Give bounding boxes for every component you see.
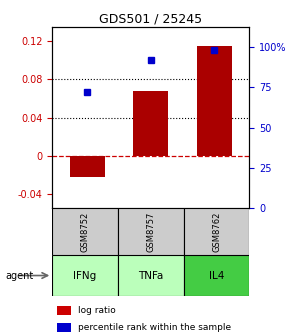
Text: TNFa: TNFa: [138, 270, 164, 281]
Bar: [133, 91, 168, 156]
Text: GSM8757: GSM8757: [146, 212, 155, 252]
Bar: [118, 255, 184, 296]
Title: GDS501 / 25245: GDS501 / 25245: [99, 13, 202, 26]
Bar: [52, 208, 118, 255]
Text: GSM8752: GSM8752: [81, 212, 90, 252]
Text: log ratio: log ratio: [78, 306, 116, 314]
Bar: [184, 208, 249, 255]
Text: IFNg: IFNg: [73, 270, 97, 281]
Bar: [52, 255, 118, 296]
Bar: [184, 255, 249, 296]
Bar: [118, 208, 184, 255]
Bar: [57, 323, 71, 332]
Bar: [57, 306, 71, 314]
Bar: [197, 46, 232, 156]
Text: agent: agent: [6, 270, 34, 281]
Text: GSM8762: GSM8762: [212, 212, 221, 252]
Text: percentile rank within the sample: percentile rank within the sample: [78, 323, 231, 332]
Bar: [70, 156, 105, 177]
Text: IL4: IL4: [209, 270, 224, 281]
